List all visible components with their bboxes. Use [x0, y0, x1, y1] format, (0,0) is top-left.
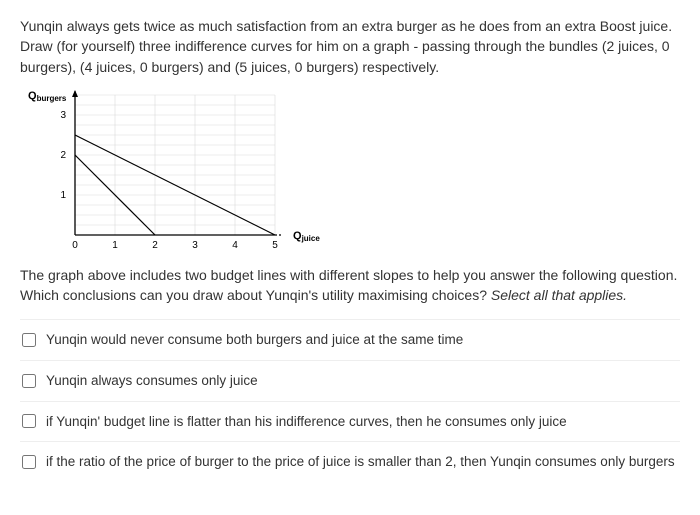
followup-question: The graph above includes two budget line… [20, 265, 680, 306]
option-checkbox[interactable] [22, 333, 36, 347]
option-text: if the ratio of the price of burger to t… [46, 452, 675, 472]
svg-text:Qjuice: Qjuice [293, 230, 320, 243]
option-row: Yunqin always consumes only juice [20, 360, 680, 401]
option-checkbox[interactable] [22, 455, 36, 469]
followup-instruction: Select all that applies. [491, 287, 627, 303]
svg-text:3: 3 [60, 110, 66, 121]
options-list: Yunqin would never consume both burgers … [20, 319, 680, 481]
svg-text:2: 2 [60, 150, 66, 161]
svg-text:4: 4 [232, 240, 238, 251]
option-row: if Yunqin' budget line is flatter than h… [20, 401, 680, 442]
svg-text:1: 1 [112, 240, 118, 251]
svg-text:1: 1 [60, 190, 66, 201]
graph-figure: 0 1 2 3 4 5 1 2 3 Qburgers Qjuice [20, 85, 680, 255]
svg-text:2: 2 [152, 240, 158, 251]
option-text: Yunqin would never consume both burgers … [46, 330, 463, 350]
option-row: Yunqin would never consume both burgers … [20, 319, 680, 360]
option-text: Yunqin always consumes only juice [46, 371, 258, 391]
svg-text:5: 5 [272, 240, 278, 251]
svg-text:0: 0 [72, 240, 78, 251]
option-checkbox[interactable] [22, 374, 36, 388]
option-text: if Yunqin' budget line is flatter than h… [46, 412, 567, 432]
svg-text:Qburgers: Qburgers [28, 90, 67, 103]
svg-text:3: 3 [192, 240, 198, 251]
graph-svg: 0 1 2 3 4 5 1 2 3 Qburgers Qjuice [20, 85, 340, 255]
option-row: if the ratio of the price of burger to t… [20, 441, 680, 482]
question-intro: Yunqin always gets twice as much satisfa… [20, 16, 680, 77]
option-checkbox[interactable] [22, 414, 36, 428]
